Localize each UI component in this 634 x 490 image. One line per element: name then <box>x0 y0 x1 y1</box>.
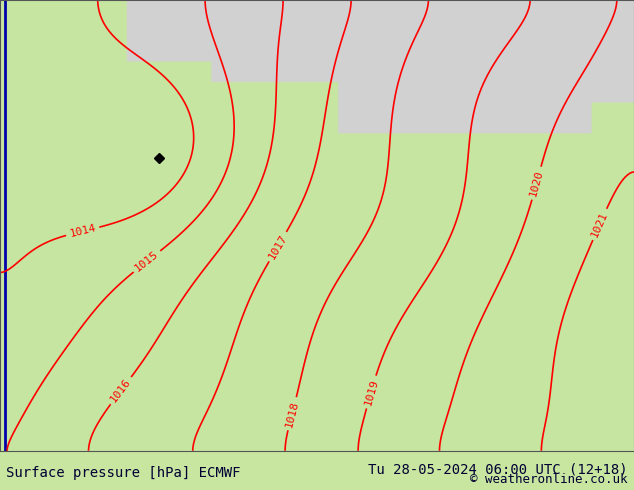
Text: © weatheronline.co.uk: © weatheronline.co.uk <box>470 473 628 486</box>
Text: 1017: 1017 <box>267 232 289 261</box>
Text: 1015: 1015 <box>133 249 160 274</box>
Text: 1014: 1014 <box>68 223 97 239</box>
Text: 1019: 1019 <box>363 378 380 406</box>
Text: 1020: 1020 <box>528 169 545 197</box>
Text: 1021: 1021 <box>590 210 610 239</box>
Text: Tu 28-05-2024 06:00 UTC (12+18): Tu 28-05-2024 06:00 UTC (12+18) <box>368 463 628 477</box>
Text: Surface pressure [hPa] ECMWF: Surface pressure [hPa] ECMWF <box>6 466 241 481</box>
Text: 1018: 1018 <box>284 399 301 428</box>
Text: 1016: 1016 <box>108 377 133 404</box>
